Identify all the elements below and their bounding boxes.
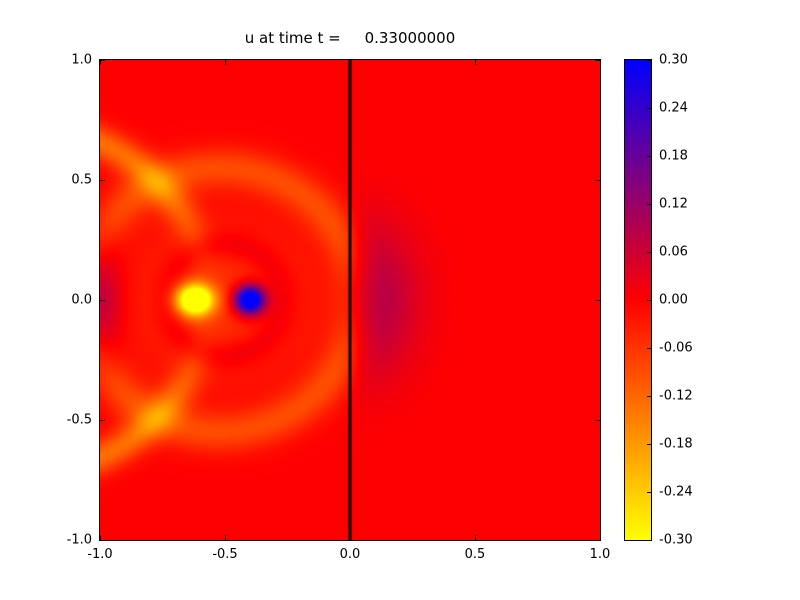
x-tick-bottom	[99, 535, 101, 540]
plot-title: u at time t = 0.33000000	[244, 29, 456, 47]
y-tick-label: 0.0	[71, 292, 92, 308]
heatmap-canvas	[100, 60, 600, 540]
y-tick-label: -1.0	[66, 532, 92, 548]
colorbar-tick-label: -0.30	[659, 532, 693, 548]
colorbar-tick	[647, 443, 651, 445]
y-tick-left	[100, 179, 105, 181]
y-tick-label: 1.0	[71, 52, 92, 68]
colorbar-tick	[647, 395, 651, 397]
colorbar-tick	[647, 107, 651, 109]
colorbar-tick-label: 0.30	[659, 52, 688, 68]
x-tick-bottom	[224, 535, 226, 540]
heatmap-plot-area	[99, 59, 601, 541]
colorbar-tick-label: 0.12	[659, 196, 688, 212]
colorbar-tick-label: -0.18	[659, 436, 693, 452]
y-tick-left	[100, 299, 105, 301]
x-tick-label: 0.0	[339, 547, 361, 562]
x-tick-label: 0.5	[464, 547, 486, 562]
colorbar-tick-label: 0.06	[659, 244, 688, 260]
colorbar-tick	[647, 203, 651, 205]
colorbar-tick-label: 0.18	[659, 148, 688, 164]
colorbar-tick	[647, 299, 651, 301]
colorbar-tick	[647, 59, 651, 61]
x-tick-top	[224, 60, 226, 65]
colorbar-tick-label: -0.06	[659, 340, 693, 356]
x-tick-top	[99, 60, 101, 65]
colorbar-tick-label: 0.00	[659, 292, 688, 308]
y-tick-label: -0.5	[66, 412, 92, 428]
x-tick-top	[474, 60, 476, 65]
colorbar-tick	[647, 539, 651, 541]
x-tick-bottom	[349, 535, 351, 540]
x-tick-label: 1.0	[589, 547, 611, 562]
colorbar-tick	[647, 491, 651, 493]
x-tick-bottom	[599, 535, 601, 540]
colorbar-tick-label: -0.24	[659, 484, 693, 500]
y-tick-right	[595, 179, 600, 181]
colorbar-tick	[647, 155, 651, 157]
x-tick-bottom	[474, 535, 476, 540]
colorbar	[624, 59, 652, 541]
x-tick-top	[349, 60, 351, 65]
y-tick-right	[595, 59, 600, 61]
y-tick-left	[100, 419, 105, 421]
colorbar-tick	[647, 347, 651, 349]
x-tick-label: -0.5	[212, 547, 238, 562]
colorbar-tick-label: -0.12	[659, 388, 693, 404]
x-tick-label: -1.0	[87, 547, 113, 562]
colorbar-tick-label: 0.24	[659, 100, 688, 116]
y-tick-right	[595, 299, 600, 301]
y-tick-left	[100, 59, 105, 61]
colorbar-tick	[647, 251, 651, 253]
x-tick-top	[599, 60, 601, 65]
y-tick-right	[595, 539, 600, 541]
y-tick-label: 0.5	[71, 172, 92, 188]
y-tick-right	[595, 419, 600, 421]
y-tick-left	[100, 539, 105, 541]
